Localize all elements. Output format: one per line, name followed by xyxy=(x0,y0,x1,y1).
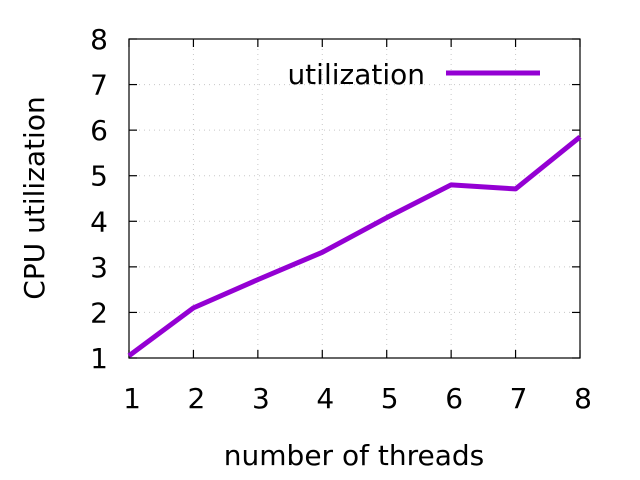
legend: utilization xyxy=(287,58,540,91)
plot-area-frame xyxy=(128,38,581,359)
x-tick-label-1: 1 xyxy=(123,382,141,415)
y-tick-label-8: 8 xyxy=(90,23,108,56)
y-tick-label-4: 4 xyxy=(90,205,108,238)
y-tick-label-7: 7 xyxy=(90,69,108,102)
x-tick-label-7: 7 xyxy=(510,382,528,415)
series-line-utilization xyxy=(127,135,582,358)
x-axis-label: number of threads xyxy=(224,439,484,472)
y-tick-label-6: 6 xyxy=(90,114,108,147)
x-tick-label-3: 3 xyxy=(252,382,270,415)
x-tick-label-6: 6 xyxy=(445,382,463,415)
y-axis-label: CPU utilization xyxy=(18,96,51,299)
x-tick-label-8: 8 xyxy=(574,382,592,415)
grid xyxy=(129,39,580,358)
y-tick-label-5: 5 xyxy=(90,160,108,193)
axis-ticks: 1 2 3 4 5 6 7 8 1 2 3 4 5 6 7 8 xyxy=(90,23,592,415)
series-layer xyxy=(127,135,582,358)
y-tick-label-1: 1 xyxy=(90,342,108,375)
legend-label-utilization: utilization xyxy=(287,58,425,91)
x-tick-label-2: 2 xyxy=(188,382,206,415)
y-tick-label-2: 2 xyxy=(90,296,108,329)
x-tick-label-4: 4 xyxy=(316,382,334,415)
x-tick-label-5: 5 xyxy=(381,382,399,415)
y-tick-label-3: 3 xyxy=(90,251,108,284)
